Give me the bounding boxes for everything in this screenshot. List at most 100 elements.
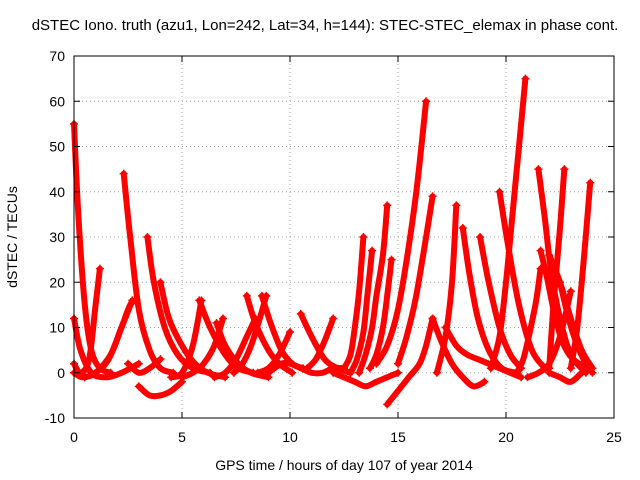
series-arc-27 [365,255,396,373]
data-point-marker [229,368,238,377]
data-point-marker [512,368,521,377]
data-point-marker [586,178,595,187]
chart-title: dSTEC Iono. truth (azu1, Lon=242, Lat=34… [32,17,619,34]
data-point-marker [387,255,396,264]
data-point-marker [167,373,176,382]
data-point-marker [545,251,554,260]
series-line [384,315,436,408]
series-line [347,247,376,376]
axis-ticks: 0 5 10 15 20 25 -10 0 10 20 30 40 50 60 70 [45,48,622,445]
series-arc-30 [394,192,437,368]
data-point-marker [365,364,374,373]
data-point-marker [124,359,132,368]
series-arc-25 [346,246,377,377]
data-point-marker [219,314,228,323]
series-arc-29 [372,97,431,368]
data-point-marker [422,97,431,106]
series-line [168,297,205,381]
data-point-marker [495,187,504,196]
data-point-marker [560,165,569,174]
data-point-marker [383,400,392,409]
data-point-marker [296,309,305,318]
x-tick-label: 25 [606,429,622,445]
data-point-marker [212,318,221,327]
series-line [429,315,488,390]
y-tick-label: 0 [57,365,65,381]
data-point-marker [156,355,165,364]
y-tick-label: 70 [49,48,65,64]
data-point-marker [195,296,204,305]
data-point-marker [486,364,495,373]
y-tick-label: -10 [45,410,65,426]
series-line [125,356,164,376]
series-arc-7 [124,355,165,376]
data-point-marker [257,291,266,300]
series-line [395,193,436,367]
data-point-marker [556,278,564,287]
data-point-marker [210,373,219,382]
data-point-marker [80,373,89,382]
data-point-marker [441,323,450,332]
series-line [341,234,367,372]
x-tick-label: 15 [390,429,406,445]
data-point-marker [286,328,294,337]
y-tick-label: 40 [49,184,65,200]
data-point-marker [577,368,586,377]
data-point-marker [372,359,381,368]
data-point-marker [428,314,437,323]
series-line [71,265,103,376]
data-point-marker [119,169,128,178]
series-line [524,288,574,381]
data-point-marker [242,291,251,300]
data-point-marker [394,359,402,368]
series-line [135,378,185,400]
series-arc-22 [303,314,338,373]
data-point-marker [355,368,364,377]
series-arc-44 [566,178,595,373]
data-point-marker [143,233,152,241]
series-arc-46 [545,368,586,385]
data-point-marker [329,314,338,323]
series-line [243,292,296,376]
series-line [230,292,270,376]
series-line [71,315,142,381]
data-point-marker [476,233,485,241]
series-line [366,256,395,372]
series-arc-32 [428,314,489,390]
data-point-marker [432,368,441,377]
data-point-marker [566,364,575,373]
y-tick-label: 60 [49,93,65,109]
data-point-marker [534,165,543,174]
series-group [70,74,597,409]
data-point-marker [521,74,530,83]
series-line [356,202,391,376]
series-arc-23 [329,368,402,390]
data-point-marker [346,368,355,377]
x-tick-label: 10 [282,429,298,445]
series-line [459,224,520,376]
series-arc-24 [340,233,368,373]
x-tick-label: 5 [178,429,186,445]
data-point-marker [588,368,597,377]
series-line [254,329,293,376]
series-arc-17 [242,291,297,377]
series-arc-19 [253,328,294,377]
y-tick-label: 30 [49,229,65,245]
data-point-marker [288,368,297,377]
series-arc-26 [355,201,392,377]
data-point-marker [340,364,348,373]
series-line [330,369,401,390]
series-line [81,297,140,381]
data-point-marker [264,368,273,377]
data-point-marker [383,201,392,210]
data-point-marker [452,201,461,210]
series-line [120,170,177,376]
series-line [304,315,337,372]
data-point-marker [545,368,554,377]
x-tick-label: 20 [498,429,514,445]
data-point-marker [536,246,545,255]
data-point-marker [566,287,575,296]
series-arc-31 [432,201,461,377]
series-line [496,188,548,372]
